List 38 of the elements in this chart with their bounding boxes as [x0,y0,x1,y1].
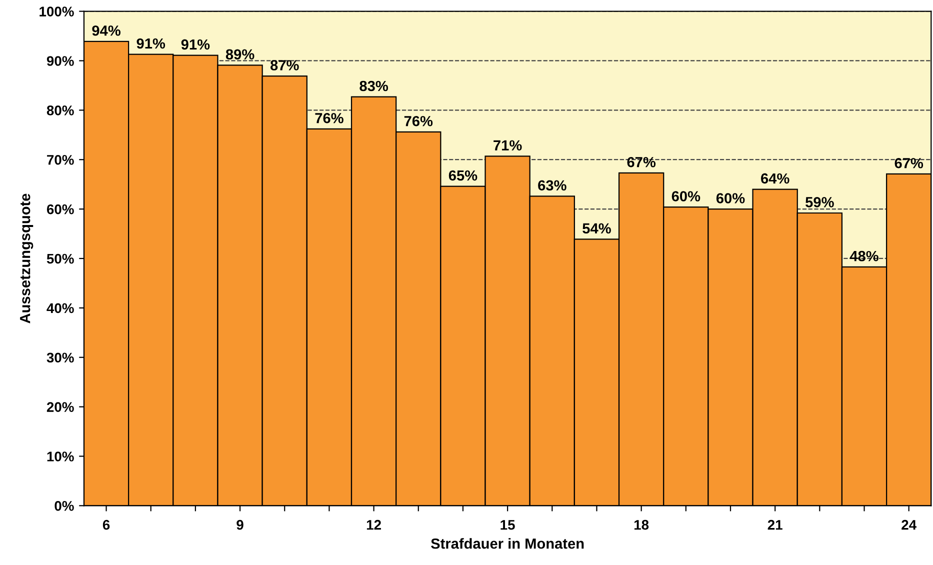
y-tick-label: 90% [46,56,74,66]
data-label: 94% [92,25,120,36]
x-axis-title: Strafdauer in Monaten [431,538,584,549]
y-tick-label: 0% [54,501,74,511]
data-label: 60% [716,193,745,204]
y-tick-label: 40% [46,303,74,314]
data-label: 64% [761,173,790,184]
x-tick-label: 15 [500,520,515,530]
data-label: 91% [136,38,166,49]
data-label: 67% [627,156,656,168]
data-label: 65% [448,170,478,181]
y-tick-label: 10% [47,452,74,462]
y-tick-label: 30% [46,352,74,363]
x-tick-label: 6 [102,520,110,530]
y-tick-label: 50% [46,254,74,264]
y-axis-title: Aussetzungsquote [20,194,34,324]
data-label: 71% [494,140,522,150]
x-tick-label: 18 [634,520,649,530]
data-label: 87% [270,60,299,70]
y-tick-label: 20% [46,402,74,412]
x-tick-label: 12 [366,520,381,530]
y-tick-label: 70% [47,154,74,165]
data-label: 59% [806,197,834,208]
x-tick-label: 24 [902,520,916,530]
data-label: 91% [181,39,210,50]
data-label: 76% [315,112,344,124]
data-label: 60% [672,191,700,202]
x-tick-label: 21 [768,520,782,530]
data-label: 89% [226,49,254,60]
data-label: 83% [360,80,388,92]
y-tick-label: 60% [46,204,74,214]
x-tick-label: 9 [236,520,244,530]
data-label: 54% [582,223,611,234]
data-label: 63% [538,180,566,191]
y-tick-label: 100% [40,6,74,16]
data-label: 67% [894,158,924,168]
data-label: 76% [404,116,433,126]
y-tick-label: 80% [46,106,74,116]
